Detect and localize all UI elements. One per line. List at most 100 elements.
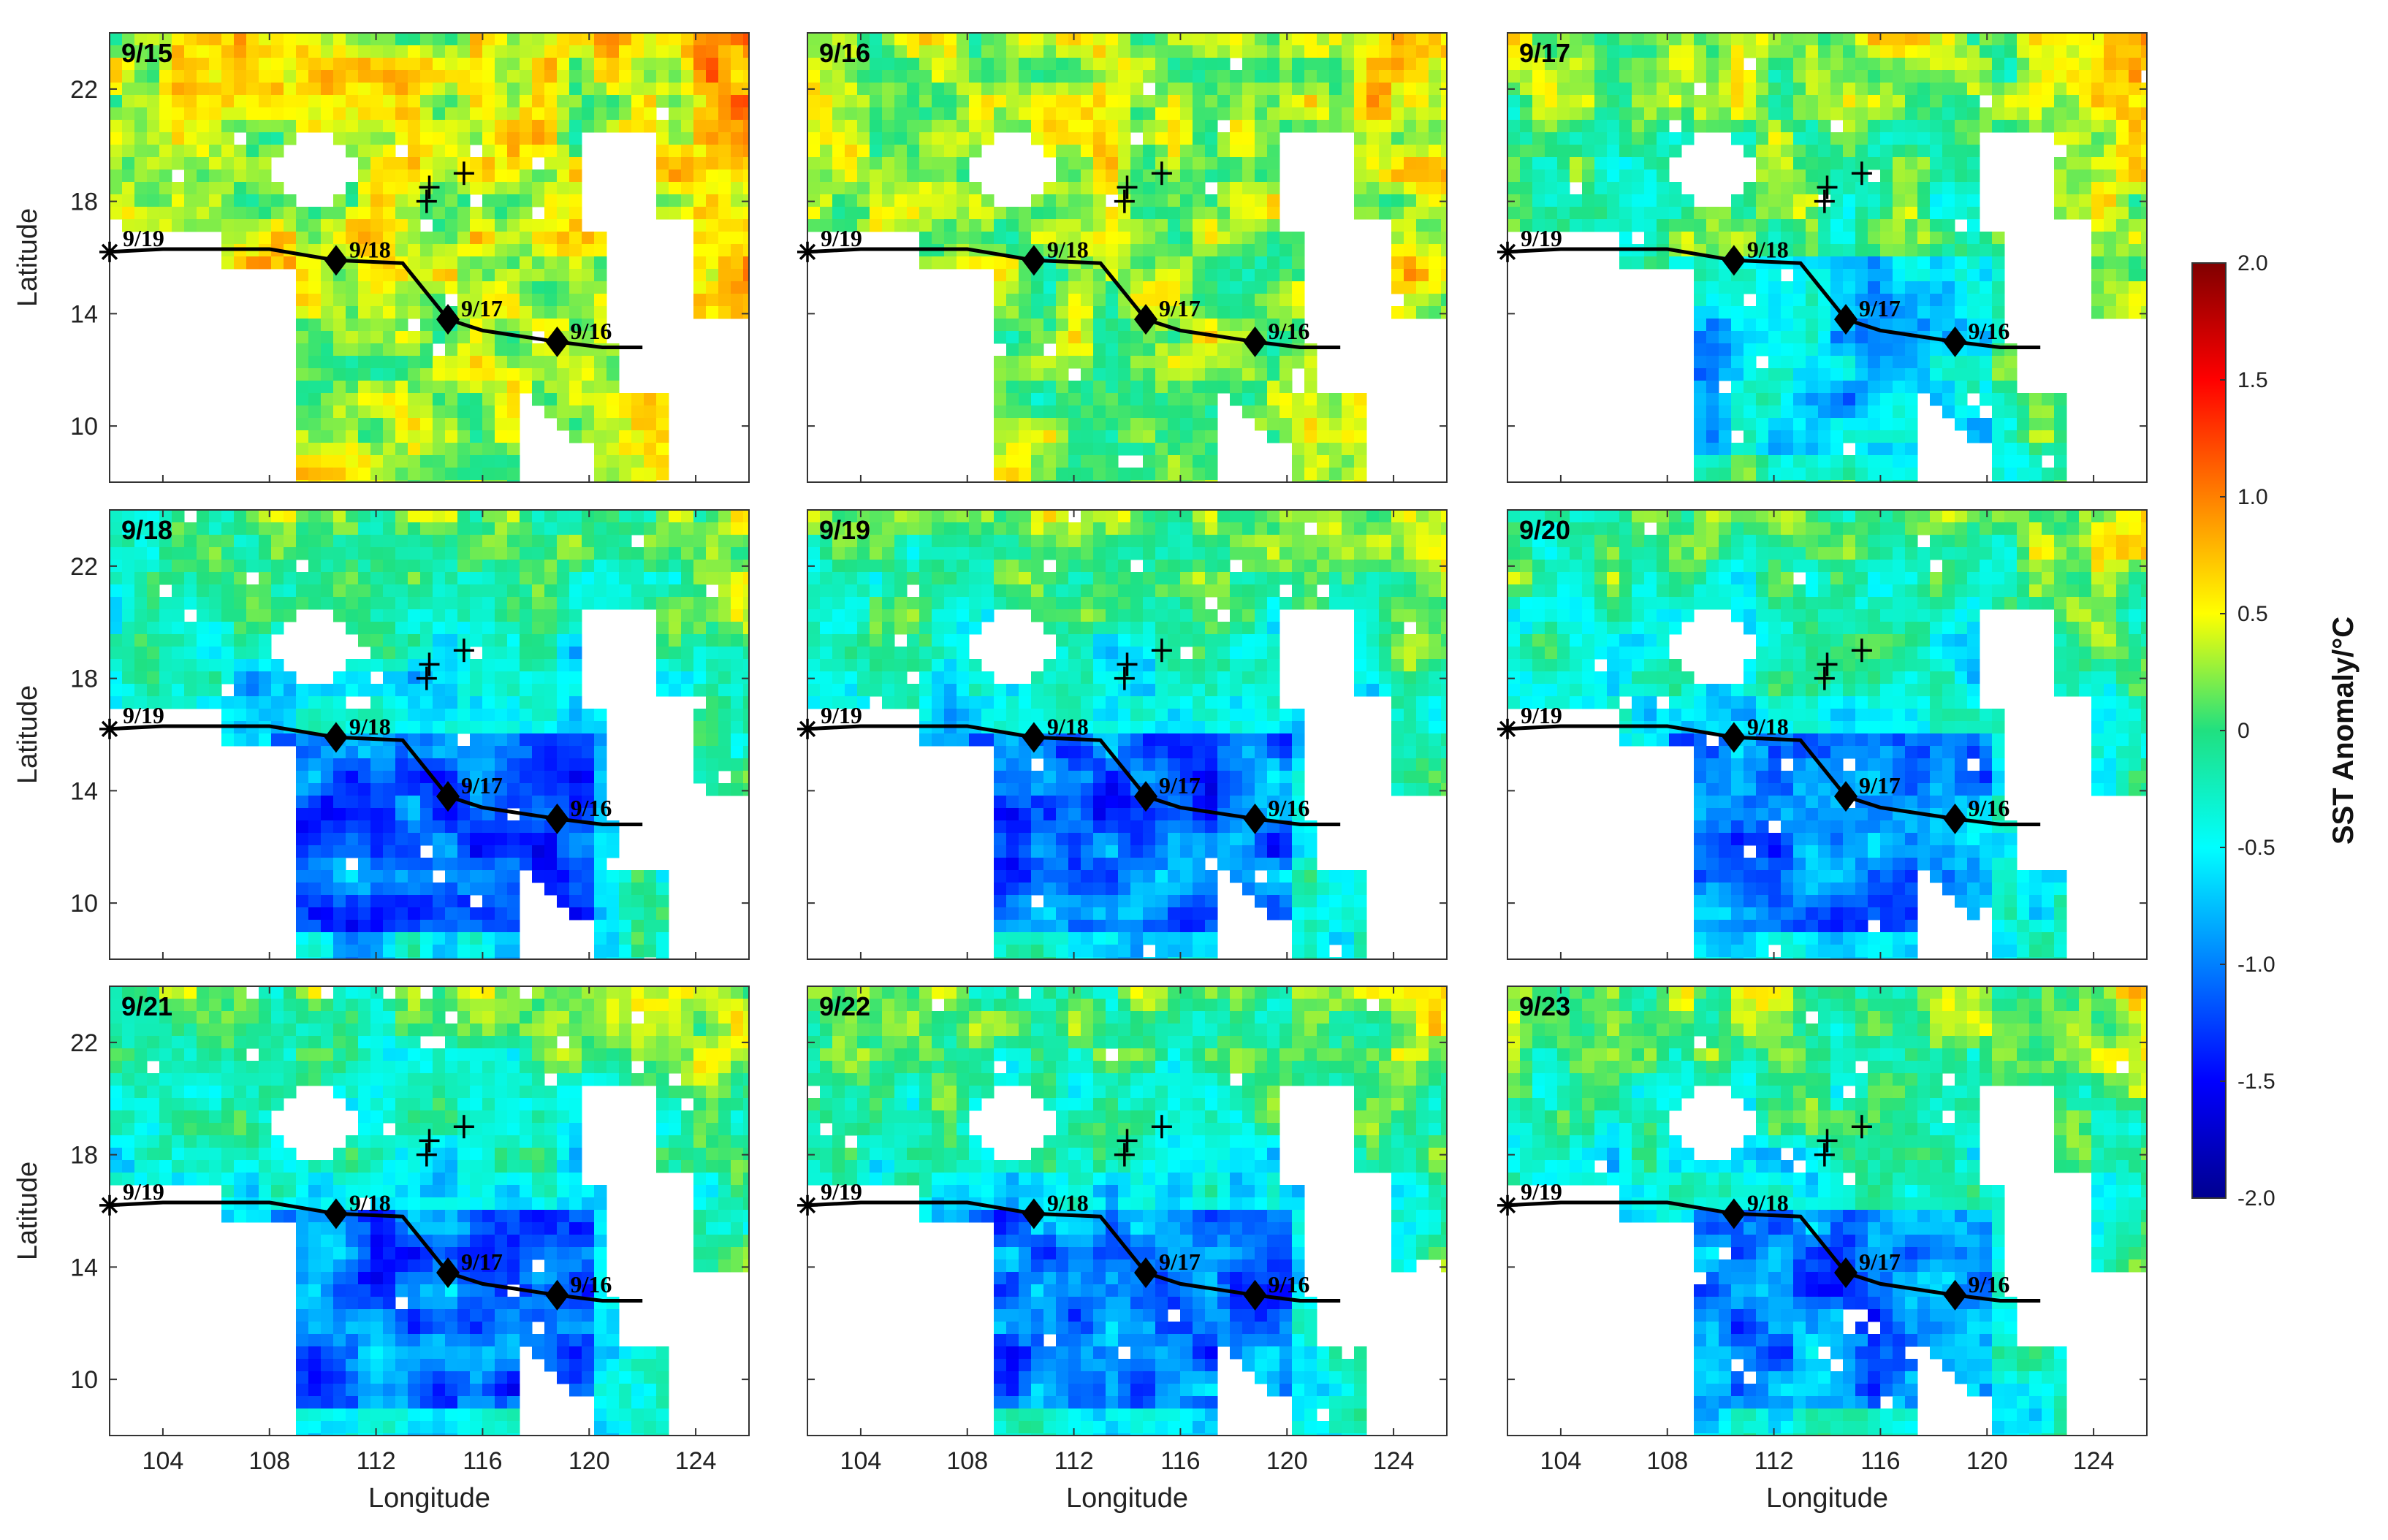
colorbar-tick-label: 0 <box>2237 719 2250 743</box>
track-start-marker <box>797 1194 818 1216</box>
track-start-marker <box>1497 1194 1518 1216</box>
track-point-label: 9/17 <box>461 1249 503 1275</box>
station-plus-marker <box>1851 161 1872 186</box>
track-diamond-marker <box>1022 722 1046 753</box>
x-tick-label: 104 <box>840 1447 882 1475</box>
track-diamond-marker <box>1022 1198 1046 1230</box>
x-tick-label: 120 <box>569 1447 610 1475</box>
track-diamond-marker <box>324 1198 348 1230</box>
station-plus-marker <box>1151 639 1172 663</box>
track-diamond-marker <box>1722 722 1746 753</box>
station-plus-marker <box>1114 666 1135 690</box>
map-panel: 9/19 9/18 9/17 9/16 9/17 <box>1497 32 2148 483</box>
x-tick-label: 116 <box>1160 1447 1200 1475</box>
panel-date-title: 9/16 <box>819 38 870 68</box>
panel-date-title: 9/15 <box>121 38 172 68</box>
sst-field <box>807 33 1447 482</box>
typhoon-track-line <box>1507 724 2041 826</box>
track-point-label: 9/17 <box>1159 1249 1201 1275</box>
map-panel: 22 18 14 10 104 108 112 116 120 124 Longitude Latit… <box>12 986 750 1514</box>
station-plus-marker <box>453 161 474 186</box>
track-diamond-marker <box>1134 1257 1158 1289</box>
x-axis-label: Longitude <box>1066 1483 1188 1514</box>
track-point-label: 9/18 <box>1047 236 1089 262</box>
sst-field <box>1507 33 2147 482</box>
x-tick-label: 108 <box>1646 1447 1688 1475</box>
panel-date-title: 9/19 <box>819 515 870 545</box>
track-start-label: 9/19 <box>1521 225 1562 251</box>
track-point-label: 9/18 <box>349 713 391 739</box>
sst-field <box>1507 510 2147 959</box>
track-point-label: 9/16 <box>1969 318 2010 344</box>
track-diamond-marker <box>1722 245 1746 276</box>
station-plus-marker <box>1814 189 1835 213</box>
track-point-label: 9/17 <box>461 772 503 798</box>
x-tick-label: 104 <box>1540 1447 1582 1475</box>
x-tick-label: 116 <box>463 1447 502 1475</box>
x-tick-label: 112 <box>356 1447 395 1475</box>
panel-date-title: 9/22 <box>819 991 870 1021</box>
y-tick-label: 18 <box>70 666 98 693</box>
x-tick-label: 124 <box>2073 1447 2115 1475</box>
station-plus-marker <box>453 1115 474 1139</box>
station-plus-marker <box>1817 175 1838 199</box>
colorbar-title: SST Anomaly/°C <box>2327 617 2360 845</box>
station-plus-marker <box>419 652 440 676</box>
x-axis-label: Longitude <box>368 1483 490 1514</box>
track-diamond-marker <box>1943 803 1967 834</box>
sst-field <box>110 986 749 1436</box>
track-start-label: 9/19 <box>1521 702 1562 728</box>
track-start-marker <box>99 718 120 739</box>
map-panel: 22 18 14 10 Latitude 9/19 9/18 9/17 9/16 9/15 <box>12 32 750 483</box>
track-point-label: 9/16 <box>571 318 612 344</box>
y-tick-label: 10 <box>70 413 98 441</box>
colorbar: 2.0 1.5 1.0 0.5 0 -0.5 -1.0 -1.5 -2.0 SST Anomaly… <box>2191 251 2360 1211</box>
station-plus-marker <box>453 639 474 663</box>
y-axis-label: Latitude <box>12 685 43 784</box>
track-diamond-marker <box>545 803 569 834</box>
track-start-marker <box>99 1194 120 1216</box>
track-start-label: 9/19 <box>1521 1178 1562 1205</box>
track-point-label: 9/17 <box>1859 1249 1901 1275</box>
typhoon-track-line <box>109 1200 643 1303</box>
track-diamond-marker <box>1243 803 1267 834</box>
track-point-label: 9/18 <box>1047 713 1089 739</box>
track-point-label: 9/17 <box>1159 772 1201 798</box>
track-diamond-marker <box>1722 1198 1746 1230</box>
track-diamond-marker <box>436 1257 460 1289</box>
y-axis-label: Latitude <box>12 1162 43 1260</box>
track-point-label: 9/16 <box>571 795 612 821</box>
track-point-label: 9/17 <box>1859 772 1901 798</box>
y-tick-label: 22 <box>70 1029 98 1057</box>
track-start-label: 9/19 <box>821 225 862 251</box>
x-tick-label: 108 <box>946 1447 988 1475</box>
station-plus-marker <box>416 189 437 213</box>
sst-field <box>110 510 749 959</box>
station-plus-marker <box>1151 1115 1172 1139</box>
track-point-label: 9/17 <box>461 295 503 321</box>
station-plus-marker <box>1117 175 1138 199</box>
track-point-label: 9/17 <box>1159 295 1201 321</box>
track-point-label: 9/16 <box>571 1271 612 1297</box>
sst-field <box>1507 986 2147 1436</box>
track-diamond-marker <box>1134 781 1158 812</box>
station-plus-marker <box>1151 161 1172 186</box>
typhoon-track-line <box>1507 247 2041 349</box>
typhoon-track-line <box>1507 1200 2041 1303</box>
x-tick-label: 116 <box>1860 1447 1900 1475</box>
station-plus-marker <box>1117 1129 1138 1153</box>
track-start-label: 9/19 <box>821 702 862 728</box>
map-panel: 22 18 14 10 Latitude 9/19 9/18 9/17 9/16 9/18 <box>12 509 750 960</box>
y-tick-label: 10 <box>70 1366 98 1394</box>
x-tick-label: 112 <box>1054 1447 1093 1475</box>
x-tick-label: 124 <box>675 1447 717 1475</box>
station-plus-marker <box>419 1129 440 1153</box>
track-start-label: 9/19 <box>821 1178 862 1205</box>
track-point-label: 9/18 <box>1747 236 1789 262</box>
track-diamond-marker <box>436 304 460 335</box>
panel-date-title: 9/17 <box>1519 38 1570 68</box>
colorbar-tick-label: 1.5 <box>2237 368 2268 392</box>
sst-field <box>807 510 1447 959</box>
track-point-label: 9/17 <box>1859 295 1901 321</box>
